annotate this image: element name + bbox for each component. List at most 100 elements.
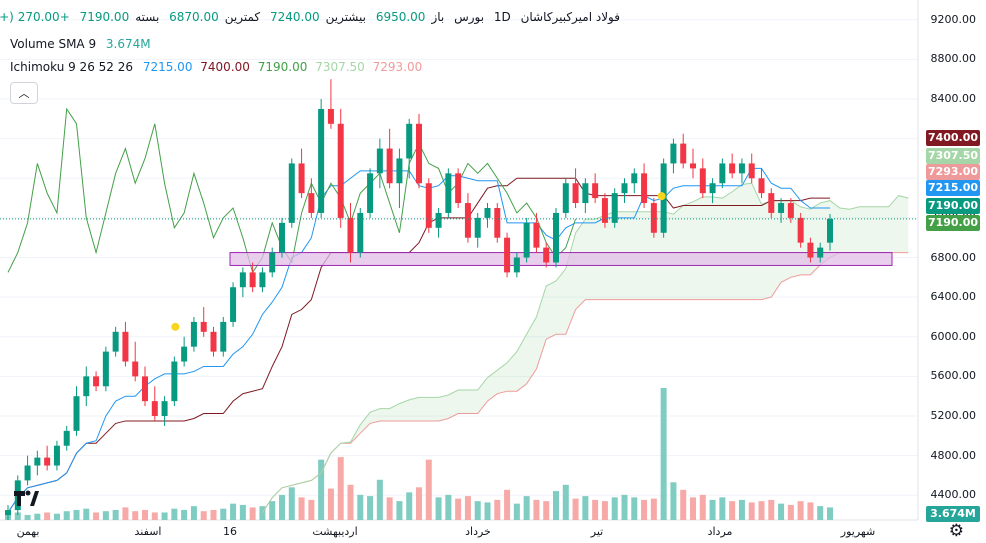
candle-body — [807, 242, 814, 258]
volume-bar — [709, 499, 716, 520]
volume-bar — [112, 509, 119, 520]
price-tag: 7293.00 — [926, 164, 980, 180]
candle-body — [44, 457, 51, 466]
collapse-legend-button[interactable]: ︿ — [10, 82, 38, 104]
candle-body — [279, 222, 285, 253]
volume-bar — [151, 512, 158, 520]
volume-bar — [161, 512, 168, 520]
time-label: تیر — [590, 525, 604, 538]
candle-body — [327, 108, 334, 124]
candle-body — [738, 163, 745, 174]
open-value: 6950.00 — [375, 10, 426, 24]
volume-bar — [699, 494, 706, 520]
candle-body — [601, 198, 608, 223]
volume-bar — [53, 513, 60, 520]
volume-bar — [464, 496, 471, 520]
volume-bar — [288, 487, 295, 520]
volume-bar — [406, 492, 413, 520]
open-label: باز — [431, 10, 445, 24]
volume-bar — [650, 498, 657, 520]
volume-bar — [279, 494, 285, 520]
volume-bar — [807, 502, 814, 520]
price-tag: 7400.00 — [926, 130, 980, 146]
candle-body — [690, 163, 696, 169]
volume-bar — [337, 457, 344, 520]
candle-body — [122, 331, 129, 362]
low-label: کمترین — [224, 10, 261, 24]
volume-bar — [445, 494, 452, 520]
volume-bar — [220, 508, 227, 520]
volume-bar — [63, 511, 70, 520]
volume-bar — [102, 511, 109, 520]
price-tick: 8800.00 — [930, 52, 977, 66]
volume-bar — [44, 512, 51, 520]
volume-bar — [582, 496, 589, 520]
volume-bars — [5, 388, 833, 520]
low-value: 6870.00 — [169, 10, 219, 24]
candle-body — [758, 178, 765, 194]
candle-body — [210, 331, 217, 352]
candle-body — [132, 361, 139, 377]
volume-bar — [14, 512, 21, 520]
candle-body — [171, 361, 178, 402]
volume-bar — [308, 499, 315, 520]
candle-body — [543, 247, 550, 263]
chikou-value: 7190.00 — [257, 60, 308, 74]
signal-dot — [657, 192, 666, 201]
volume-bar — [817, 506, 824, 520]
volume-bar — [24, 514, 31, 520]
price-tag: 7190.00 — [926, 198, 980, 214]
volume-bar — [455, 498, 462, 520]
volume-bar — [553, 491, 559, 520]
candle-body — [190, 321, 197, 347]
gear-icon[interactable]: ⚙ — [948, 521, 964, 541]
ichimoku-legend[interactable]: Ichimoku 9 26 52 26 7215.00 7400.00 7190… — [10, 60, 428, 74]
volume-bar — [631, 497, 638, 520]
volume-bar — [396, 501, 403, 520]
volume-legend[interactable]: Volume SMA 9 3.674M — [10, 37, 157, 51]
candle-body — [670, 143, 677, 164]
price-tick: 6800.00 — [930, 250, 977, 264]
candle-body — [5, 510, 11, 516]
volume-bar — [259, 506, 266, 520]
volume-bar — [190, 506, 197, 520]
candle-body — [53, 445, 60, 466]
volume-bar — [132, 511, 139, 520]
tradingview-logo-icon[interactable] — [12, 487, 40, 509]
candle-body — [611, 193, 618, 223]
price-tag: 7307.50 — [926, 148, 980, 164]
volume-bar — [239, 504, 246, 520]
close-value: 7190.00 — [79, 10, 130, 24]
symbol-ohlc-legend: فولاد امیرکبیرکاشان 1D بورس باز 6950.00 ب… — [0, 10, 626, 24]
candle-body — [680, 143, 687, 164]
candle-body — [161, 401, 168, 416]
candle-body — [817, 247, 824, 258]
candle-body — [729, 163, 736, 174]
candle-body — [259, 272, 266, 288]
volume-bar — [494, 499, 501, 520]
symbol-name[interactable]: فولاد امیرکبیرکاشان — [520, 10, 620, 24]
price-axis[interactable]: 9200.008800.008400.008000.007600.007200.… — [920, 0, 986, 543]
candle-body — [249, 272, 256, 288]
volume-bar — [533, 499, 540, 520]
candle-body — [797, 217, 804, 243]
volume-bar — [298, 497, 305, 520]
volume-bar — [680, 489, 687, 520]
volume-bar — [484, 502, 491, 520]
time-label: بهمن — [16, 525, 40, 538]
signal-dot — [171, 322, 180, 331]
candle-body — [641, 173, 648, 204]
volume-bar — [318, 459, 325, 520]
candle-body — [298, 163, 305, 194]
candle-body — [376, 148, 383, 174]
candle-body — [24, 465, 31, 481]
volume-bar — [513, 503, 520, 520]
volume-bar — [641, 499, 648, 520]
volume-bar — [670, 482, 677, 520]
candle-body — [73, 396, 80, 431]
support-zone[interactable] — [229, 252, 893, 266]
volume-bar — [572, 498, 579, 520]
volume-bar — [738, 499, 745, 520]
candle-body — [474, 217, 481, 238]
